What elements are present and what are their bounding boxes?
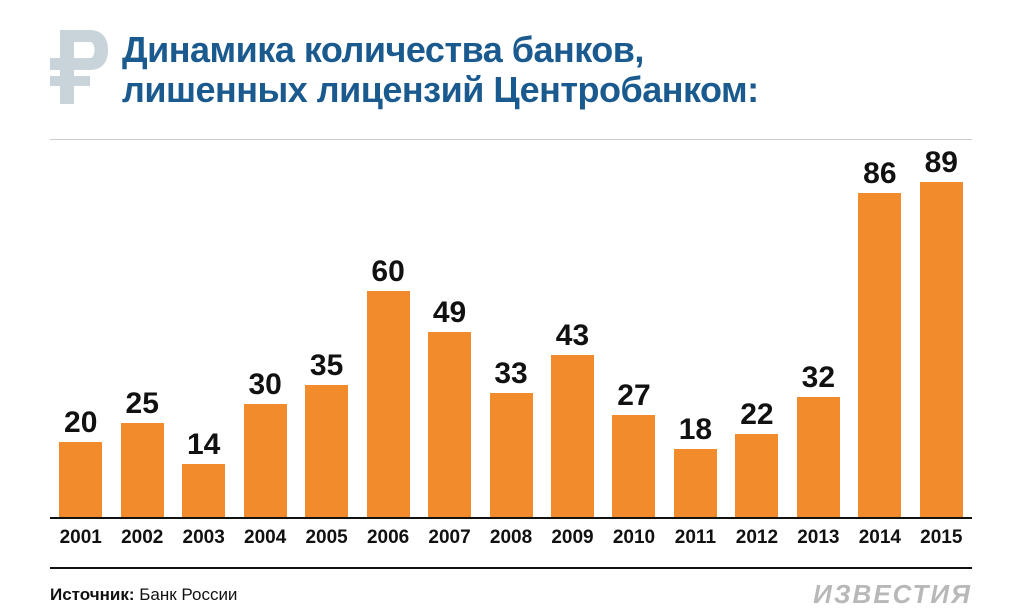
- title-line-2: лишенных лицензий Центробанком:: [122, 70, 759, 110]
- x-label: 2010: [603, 527, 664, 549]
- publisher-logo: ИЗВЕСТИЯ: [813, 579, 972, 610]
- bar-value: 22: [740, 400, 773, 430]
- bar: [121, 423, 164, 517]
- x-label: 2003: [173, 527, 234, 549]
- bar-value: 30: [248, 370, 281, 400]
- bar-wrap: 89: [911, 140, 972, 517]
- x-label: 2008: [480, 527, 541, 549]
- x-label: 2001: [50, 527, 111, 549]
- bar-value: 25: [126, 389, 159, 419]
- bar-value: 32: [802, 363, 835, 393]
- bar: [551, 355, 594, 517]
- bar: [428, 332, 471, 517]
- bar: [735, 434, 778, 517]
- x-label: 2004: [234, 527, 295, 549]
- x-label: 2009: [542, 527, 603, 549]
- bar: [305, 385, 348, 517]
- bar-wrap: 20: [50, 140, 111, 517]
- bar-value: 49: [433, 298, 466, 328]
- chart-area: 20 25 14 30 35 60 49 33 43 27 18 22 32 86 89: [50, 139, 972, 519]
- bar-value: 27: [617, 381, 650, 411]
- bar-wrap: 27: [603, 140, 664, 517]
- title-line-1: Динамика количества банков,: [122, 30, 759, 70]
- bar: [674, 449, 717, 517]
- chart-title: Динамика количества банков, лишенных лиц…: [122, 30, 759, 109]
- bar-value: 33: [494, 359, 527, 389]
- bar-wrap: 35: [296, 140, 357, 517]
- bar-value: 18: [679, 415, 712, 445]
- bar-wrap: 49: [419, 140, 480, 517]
- bar-wrap: 86: [849, 140, 910, 517]
- bar-value: 35: [310, 351, 343, 381]
- bar-wrap: 30: [234, 140, 295, 517]
- x-label: 2011: [665, 527, 726, 549]
- bar-value: 43: [556, 321, 589, 351]
- x-label: 2014: [849, 527, 910, 549]
- x-label: 2002: [111, 527, 172, 549]
- bar-value: 20: [64, 408, 97, 438]
- bar: [244, 404, 287, 517]
- bar-wrap: 14: [173, 140, 234, 517]
- x-label: 2006: [357, 527, 418, 549]
- x-label: 2015: [911, 527, 972, 549]
- bar-wrap: 33: [480, 140, 541, 517]
- bar-wrap: 32: [788, 140, 849, 517]
- header: Динамика количества банков, лишенных лиц…: [0, 0, 1022, 129]
- bar: [797, 397, 840, 518]
- source-value: Банк России: [139, 585, 237, 604]
- ruble-icon: [50, 30, 110, 104]
- bar-wrap: 18: [665, 140, 726, 517]
- bar: [858, 193, 901, 517]
- source-label: Источник:: [50, 585, 135, 604]
- x-label: 2012: [726, 527, 787, 549]
- x-label: 2013: [788, 527, 849, 549]
- x-axis-labels: 2001200220032004200520062007200820092010…: [50, 527, 972, 549]
- bar-value: 89: [925, 148, 958, 178]
- bar: [490, 393, 533, 517]
- x-label: 2005: [296, 527, 357, 549]
- source: Источник: Банк России: [50, 585, 237, 605]
- bar: [59, 442, 102, 517]
- bar-wrap: 25: [111, 140, 172, 517]
- bar: [920, 182, 963, 518]
- bar-wrap: 22: [726, 140, 787, 517]
- bar-value: 86: [863, 159, 896, 189]
- bars-container: 20 25 14 30 35 60 49 33 43 27 18 22 32 86 89: [50, 140, 972, 517]
- bar: [182, 464, 225, 517]
- bar: [612, 415, 655, 517]
- bar-value: 14: [187, 430, 220, 460]
- bar-wrap: 60: [357, 140, 418, 517]
- x-label: 2007: [419, 527, 480, 549]
- bar: [367, 291, 410, 517]
- bar-value: 60: [371, 257, 404, 287]
- bar-wrap: 43: [542, 140, 603, 517]
